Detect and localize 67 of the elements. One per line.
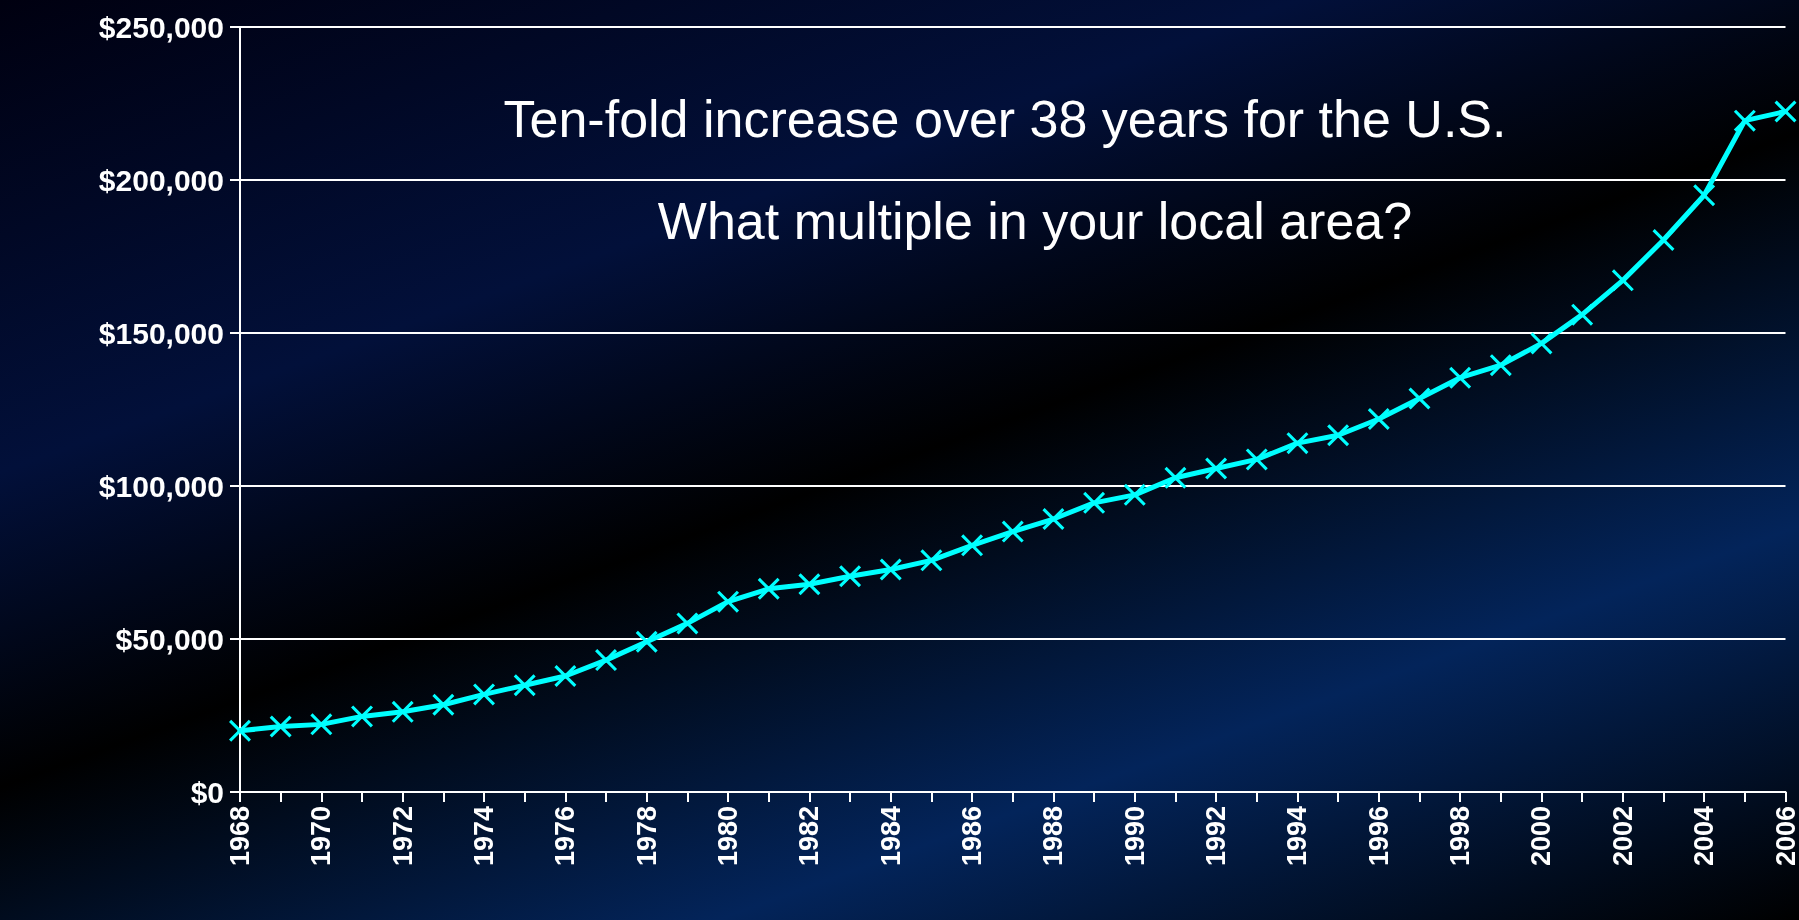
- x-tick-label: 1986: [957, 806, 988, 867]
- point: [635, 630, 658, 653]
- text: What multiple in your local area?: [657, 192, 1413, 250]
- point: [1652, 228, 1675, 251]
- point: [1693, 184, 1716, 207]
- point: [1571, 303, 1594, 326]
- point: [1327, 424, 1350, 447]
- point: [961, 534, 984, 557]
- x-tick-label: 1990: [1119, 806, 1150, 867]
- point: [757, 577, 780, 600]
- x-tick-label: 1984: [875, 806, 906, 867]
- point: [1449, 366, 1472, 389]
- point: [1245, 448, 1268, 471]
- point: [1083, 491, 1106, 514]
- point: [1205, 457, 1228, 480]
- x-tick-label: 1976: [550, 806, 581, 867]
- point: [351, 705, 374, 728]
- point: [229, 719, 251, 742]
- x-tick-label: 2000: [1526, 806, 1557, 867]
- y-tick-label: $150,000: [98, 316, 224, 350]
- y-tick-label: $0: [190, 775, 224, 809]
- x-tick-label: 1970: [306, 806, 337, 867]
- x-tick-label: 1996: [1363, 806, 1394, 867]
- point: [1286, 432, 1309, 455]
- point: [310, 713, 333, 736]
- x-tick-label: 1982: [794, 806, 825, 867]
- point: [1733, 109, 1756, 132]
- y-tick-label: $200,000: [98, 163, 224, 197]
- y-tick-label: $50,000: [115, 622, 224, 656]
- x-tick-label: 1972: [387, 806, 418, 867]
- point: [1611, 269, 1634, 292]
- point: [717, 590, 740, 613]
- point: [920, 549, 943, 572]
- point: [798, 573, 821, 596]
- x-tick-label: 1974: [469, 806, 500, 867]
- x-tick-label: 1978: [631, 806, 662, 867]
- point: [676, 612, 699, 635]
- point: [1408, 387, 1431, 410]
- y-tick-label: $250,000: [98, 10, 224, 44]
- point: [269, 715, 292, 738]
- x-tick-label: 2004: [1689, 806, 1720, 867]
- x-tick-label: 1992: [1201, 806, 1232, 867]
- point: [1123, 483, 1146, 506]
- x-tick-label: 1994: [1282, 806, 1313, 867]
- point: [554, 665, 577, 688]
- x-tick-label: 2006: [1770, 806, 1799, 867]
- point: [1367, 407, 1390, 430]
- point: [1164, 466, 1187, 489]
- point: [1042, 508, 1065, 531]
- point: [839, 565, 862, 588]
- x-tick-label: 1968: [225, 806, 255, 867]
- text: Ten-fold increase over 38 years for the U.S.: [503, 90, 1507, 148]
- point: [513, 674, 536, 697]
- point: [391, 700, 414, 723]
- point: [1774, 100, 1797, 123]
- point: [1530, 332, 1553, 355]
- point: [1001, 520, 1024, 543]
- point: [1489, 354, 1512, 377]
- x-tick-label: 1998: [1445, 806, 1476, 867]
- x-tick-label: 2002: [1607, 806, 1638, 867]
- x-tick-label: 1980: [713, 806, 744, 867]
- y-tick-label: $100,000: [98, 469, 224, 503]
- point: [879, 558, 902, 581]
- point: [432, 693, 455, 716]
- point: [473, 683, 496, 706]
- point: [595, 649, 618, 672]
- x-tick-label: 1988: [1038, 806, 1069, 867]
